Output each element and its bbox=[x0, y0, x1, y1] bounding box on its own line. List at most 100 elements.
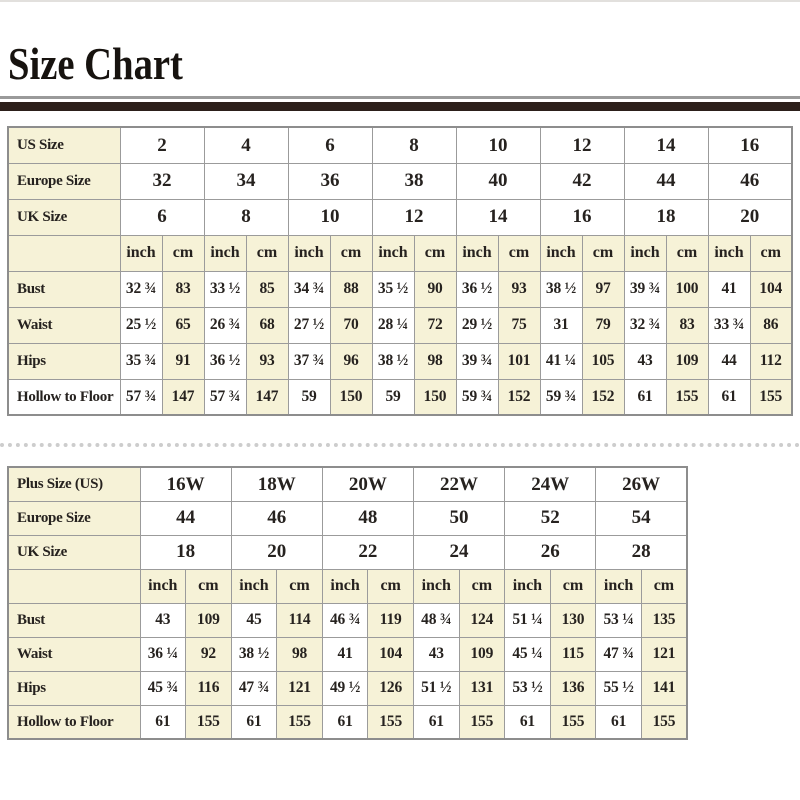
measure-value-cell: 37 ¾ bbox=[287, 342, 331, 380]
title-underline-thin bbox=[0, 96, 800, 100]
unit-cell-cm: cm bbox=[665, 234, 709, 272]
size-value-cell: 6 bbox=[287, 126, 373, 164]
measure-value-cell: 114 bbox=[276, 602, 323, 638]
unit-cell-inch: inch bbox=[707, 234, 751, 272]
measure-value-cell: 86 bbox=[749, 306, 793, 344]
size-value-cell: 38 bbox=[371, 162, 457, 200]
size-value-cell: 44 bbox=[139, 500, 232, 536]
unit-cell-inch: inch bbox=[321, 568, 369, 604]
size-row-us-size: US Size 2 4 6 8 10 12 14 16 bbox=[7, 126, 793, 164]
measure-value-cell: 109 bbox=[185, 602, 232, 638]
measure-value-cell: 61 bbox=[623, 378, 667, 416]
unit-cell-cm: cm bbox=[161, 234, 205, 272]
plus-size-table: Plus Size (US) 16W 18W 20W 22W 24W 26W Europe S… bbox=[7, 466, 688, 741]
measure-value-cell: 51 ½ bbox=[412, 670, 460, 706]
measure-value-cell: 83 bbox=[161, 270, 205, 308]
measure-value-cell: 53 ¼ bbox=[595, 602, 642, 638]
measure-value-cell: 79 bbox=[581, 306, 625, 344]
measure-value-cell: 109 bbox=[665, 342, 709, 380]
blank-corner-cell bbox=[7, 568, 141, 604]
measure-row-waist: Waist 25 ½ 65 26 ¾ 68 27 ½ 70 28 ¼ 72 29 ½ 75 31 79 3… bbox=[7, 306, 793, 344]
row-label-uk-size: UK Size bbox=[7, 198, 121, 236]
unit-cell-cm: cm bbox=[458, 568, 506, 604]
unit-cell-cm: cm bbox=[640, 568, 688, 604]
measure-value-cell: 155 bbox=[276, 704, 323, 740]
unit-cell-inch: inch bbox=[504, 568, 551, 604]
measure-value-cell: 59 bbox=[371, 378, 415, 416]
measure-value-cell: 70 bbox=[329, 306, 373, 344]
measure-value-cell: 98 bbox=[276, 636, 323, 672]
measure-value-cell: 130 bbox=[549, 602, 597, 638]
size-value-cell: 12 bbox=[371, 198, 457, 236]
size-value-cell: 18 bbox=[623, 198, 709, 236]
size-row-europe-size: Europe Size 32 34 36 38 40 42 44 46 bbox=[7, 162, 793, 200]
measure-value-cell: 59 ¾ bbox=[539, 378, 583, 416]
size-value-cell: 10 bbox=[455, 126, 541, 164]
row-label-hollow-to-floor: Hollow to Floor bbox=[7, 704, 141, 740]
size-value-cell: 10 bbox=[287, 198, 373, 236]
unit-cell-inch: inch bbox=[623, 234, 667, 272]
measure-value-cell: 155 bbox=[367, 704, 414, 740]
measure-value-cell: 116 bbox=[185, 670, 232, 706]
row-label-bust: Bust bbox=[7, 602, 141, 638]
measure-value-cell: 105 bbox=[581, 342, 625, 380]
measure-value-cell: 34 ¾ bbox=[287, 270, 331, 308]
table-separator-dotted-line bbox=[0, 443, 800, 448]
measure-value-cell: 61 bbox=[412, 704, 460, 740]
measure-value-cell: 61 bbox=[595, 704, 642, 740]
size-value-cell: 40 bbox=[455, 162, 541, 200]
measure-value-cell: 47 ¾ bbox=[595, 636, 642, 672]
measure-value-cell: 36 ¼ bbox=[139, 636, 187, 672]
blank-corner-cell bbox=[7, 234, 121, 272]
measure-value-cell: 97 bbox=[581, 270, 625, 308]
measure-value-cell: 61 bbox=[504, 704, 551, 740]
measure-value-cell: 28 ¼ bbox=[371, 306, 415, 344]
unit-cell-inch: inch bbox=[371, 234, 415, 272]
size-row-uk-size: UK Size 18 20 22 24 26 28 bbox=[7, 534, 688, 570]
measure-value-cell: 155 bbox=[549, 704, 597, 740]
unit-cell-cm: cm bbox=[413, 234, 457, 272]
measure-value-cell: 41 ¼ bbox=[539, 342, 583, 380]
measure-value-cell: 38 ½ bbox=[371, 342, 415, 380]
measure-value-cell: 49 ½ bbox=[321, 670, 369, 706]
unit-cell-inch: inch bbox=[203, 234, 247, 272]
size-value-cell: 48 bbox=[321, 500, 414, 536]
measure-value-cell: 141 bbox=[640, 670, 688, 706]
size-value-cell: 8 bbox=[203, 198, 289, 236]
measure-value-cell: 155 bbox=[665, 378, 709, 416]
measure-value-cell: 109 bbox=[458, 636, 506, 672]
size-value-cell: 16 bbox=[707, 126, 793, 164]
measure-value-cell: 115 bbox=[549, 636, 597, 672]
measure-value-cell: 36 ½ bbox=[455, 270, 499, 308]
size-value-cell: 14 bbox=[455, 198, 541, 236]
measure-value-cell: 48 ¾ bbox=[412, 602, 460, 638]
size-value-cell: 22 bbox=[321, 534, 414, 570]
unit-cell-cm: cm bbox=[185, 568, 232, 604]
measure-value-cell: 33 ¾ bbox=[707, 306, 751, 344]
measure-value-cell: 155 bbox=[749, 378, 793, 416]
unit-cell-cm: cm bbox=[581, 234, 625, 272]
measure-value-cell: 46 ¾ bbox=[321, 602, 369, 638]
title-underline-bar bbox=[0, 102, 800, 112]
size-value-cell: 34 bbox=[203, 162, 289, 200]
row-label-waist: Waist bbox=[7, 636, 141, 672]
size-row-europe-size: Europe Size 44 46 48 50 52 54 bbox=[7, 500, 688, 536]
unit-cell-cm: cm bbox=[367, 568, 414, 604]
size-value-cell: 18W bbox=[230, 466, 323, 502]
measure-value-cell: 100 bbox=[665, 270, 709, 308]
measure-value-cell: 136 bbox=[549, 670, 597, 706]
size-value-cell: 20W bbox=[321, 466, 414, 502]
unit-cell-cm: cm bbox=[549, 568, 597, 604]
size-value-cell: 6 bbox=[119, 198, 205, 236]
measure-value-cell: 75 bbox=[497, 306, 541, 344]
size-value-cell: 4 bbox=[203, 126, 289, 164]
size-value-cell: 22W bbox=[412, 466, 506, 502]
unit-cell-inch: inch bbox=[119, 234, 163, 272]
measure-value-cell: 32 ¾ bbox=[623, 306, 667, 344]
measure-value-cell: 93 bbox=[245, 342, 289, 380]
unit-header-row: inch cm inch cm inch cm inch cm inch cm inch cm inch… bbox=[7, 234, 793, 272]
unit-cell-inch: inch bbox=[230, 568, 278, 604]
unit-cell-cm: cm bbox=[245, 234, 289, 272]
measure-value-cell: 83 bbox=[665, 306, 709, 344]
